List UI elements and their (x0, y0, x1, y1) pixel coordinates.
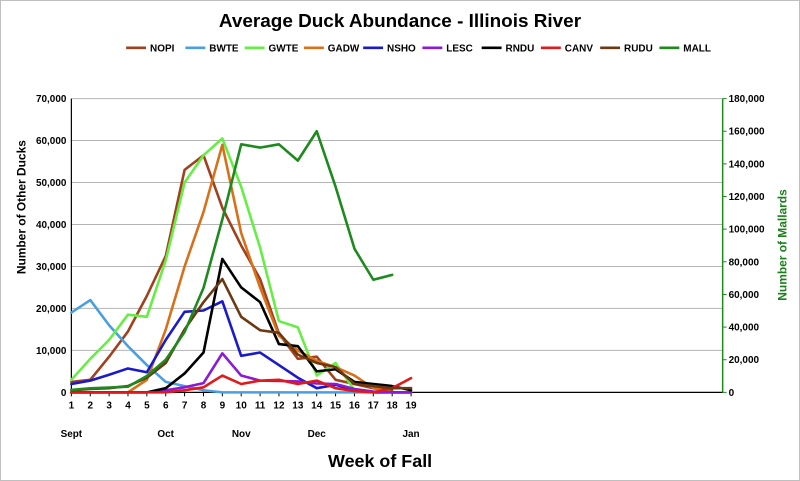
month-label: Jan (402, 429, 419, 440)
series-line-rudu (70, 277, 413, 392)
x-tick-label: 10 (236, 400, 248, 411)
series-line-rndu (70, 257, 413, 394)
x-tick-label: 13 (292, 400, 304, 411)
series-lines (70, 129, 413, 394)
x-tick-label: 7 (182, 400, 188, 411)
legend-label-lesc: LESC (446, 43, 473, 54)
y2-tick-label: 40,000 (729, 323, 760, 334)
y-tick-label: 0 (61, 388, 67, 399)
legend-label-bwte: BWTE (209, 43, 239, 54)
y2-tick-label: 0 (729, 388, 735, 399)
x-tick-label: 2 (87, 400, 93, 411)
month-label: Dec (308, 429, 327, 440)
x-tick-label: 12 (273, 400, 285, 411)
series-line-nopi (70, 153, 394, 392)
y2-tick-label: 100,000 (729, 225, 765, 236)
series-line-canv (70, 374, 413, 394)
y-tick-label: 50,000 (36, 178, 67, 189)
month-label: Oct (157, 429, 174, 440)
x-tick-label: 14 (311, 400, 323, 411)
y-axis-label: Number of Other Ducks (15, 140, 29, 274)
y-tick-label: 30,000 (36, 262, 67, 273)
y-tick-label: 70,000 (36, 94, 67, 105)
legend-label-rudu: RUDU (624, 43, 653, 54)
axes: 0 10,000 20,000 30,000 40,000 50,000 60,000 70,… (36, 94, 765, 440)
x-tick-label: 8 (201, 400, 207, 411)
y2-tick-label: 140,000 (729, 159, 765, 170)
legend-label-gwte: GWTE (269, 43, 299, 54)
y2-tick-label: 160,000 (729, 127, 765, 138)
x-tick-label: 19 (406, 400, 418, 411)
x-tick-label: 15 (330, 400, 342, 411)
x-tick-label: 5 (144, 400, 150, 411)
x-tick-label: 3 (106, 400, 112, 411)
y-tick-label: 20,000 (36, 304, 67, 315)
legend-label-gadw: GADW (328, 43, 360, 54)
x-tick-label: 4 (125, 400, 131, 411)
y2-axis-label: Number of Mallards (775, 189, 789, 301)
y2-tick-label: 20,000 (729, 355, 760, 366)
legend-label-nopi: NOPI (150, 43, 175, 54)
month-label: Nov (232, 429, 251, 440)
x-tick-label: 16 (349, 400, 361, 411)
y2-tick-label: 120,000 (729, 192, 765, 203)
x-tick-label: 9 (220, 400, 226, 411)
legend-label-canv: CANV (565, 43, 594, 54)
y-tick-label: 10,000 (36, 346, 67, 357)
y-tick-label: 60,000 (36, 136, 67, 147)
y2-tick-label: 60,000 (729, 290, 760, 301)
gridlines (71, 98, 723, 351)
month-label: Sept (61, 429, 83, 440)
x-tick-label: 6 (163, 400, 169, 411)
legend: NOPI BWTE GWTE GADW NSHO LESC RNDU CANV RUDU MALL (126, 43, 711, 54)
legend-label-mall: MALL (683, 43, 711, 54)
x-tick-label: 18 (387, 400, 399, 411)
chart-title: Average Duck Abundance - Illinois River (219, 11, 582, 32)
x-axis-label: Week of Fall (328, 451, 432, 471)
x-tick-label: 1 (69, 400, 75, 411)
legend-label-rndu: RNDU (506, 43, 535, 54)
y2-tick-label: 80,000 (729, 257, 760, 268)
x-tick-label: 17 (368, 400, 380, 411)
series-line-mall (70, 129, 394, 392)
y2-tick-label: 180,000 (729, 94, 765, 105)
x-tick-label: 11 (255, 400, 266, 411)
y-tick-label: 40,000 (36, 220, 67, 231)
legend-label-nsho: NSHO (387, 43, 416, 54)
